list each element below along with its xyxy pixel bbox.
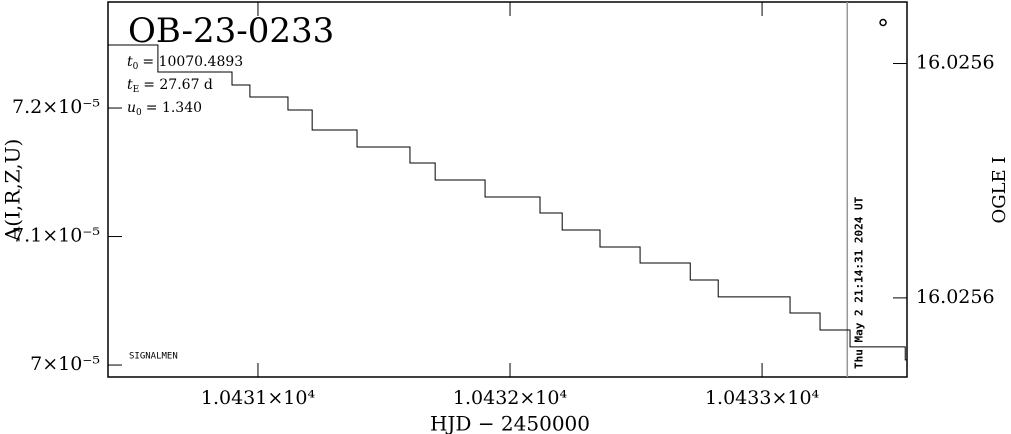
parameter-symbol: u — [127, 100, 136, 116]
x-axis-label: HJD − 2450000 — [430, 412, 590, 434]
y-tick-label: 7×10⁻⁵ — [30, 353, 100, 375]
fit-parameter: tE = 27.67 d — [127, 77, 213, 95]
y-axis-label: A(I,R,Z,U) — [1, 139, 25, 242]
y2-axis-label: OGLE I — [989, 156, 1010, 223]
y2-tick-label: 16.0256 — [916, 52, 995, 74]
model-curve — [108, 44, 907, 361]
fit-parameter: t0 = 10070.4893 — [127, 54, 243, 72]
parameter-value: = 27.67 d — [143, 77, 213, 93]
now-label: Thu May 2 21:14:31 2024 UT — [852, 196, 865, 369]
parameter-subscript: 0 — [133, 62, 139, 72]
x-tick-label: 1.0433×10⁴ — [705, 387, 820, 409]
parameter-symbol: t — [127, 77, 133, 93]
parameter-value: = 10070.4893 — [142, 54, 243, 70]
parameter-symbol: t — [127, 54, 133, 70]
y-tick-label: 7.2×10⁻⁵ — [12, 96, 100, 118]
y-tick-label: 7.1×10⁻⁵ — [12, 225, 100, 247]
y2-tick-label: 16.0256 — [916, 286, 995, 308]
chart-title: OB-23-0233 — [128, 11, 334, 51]
parameter-subscript: E — [133, 85, 140, 95]
parameter-value: = 1.340 — [146, 100, 202, 116]
x-tick-label: 1.0431×10⁴ — [201, 387, 316, 409]
credit: SIGNALMEN — [129, 352, 178, 362]
fit-parameter: u0 = 1.340 — [127, 100, 202, 118]
data-point — [879, 18, 887, 27]
plot-frame — [107, 1, 908, 378]
x-tick-label: 1.0432×10⁴ — [453, 387, 568, 409]
parameter-subscript: 0 — [136, 108, 142, 118]
